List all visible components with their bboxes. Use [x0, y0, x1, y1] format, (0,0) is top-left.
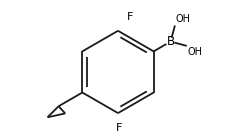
Text: OH: OH [176, 14, 191, 24]
Text: F: F [127, 12, 133, 22]
Text: OH: OH [188, 47, 203, 57]
Text: B: B [167, 35, 175, 48]
Text: F: F [116, 123, 122, 133]
